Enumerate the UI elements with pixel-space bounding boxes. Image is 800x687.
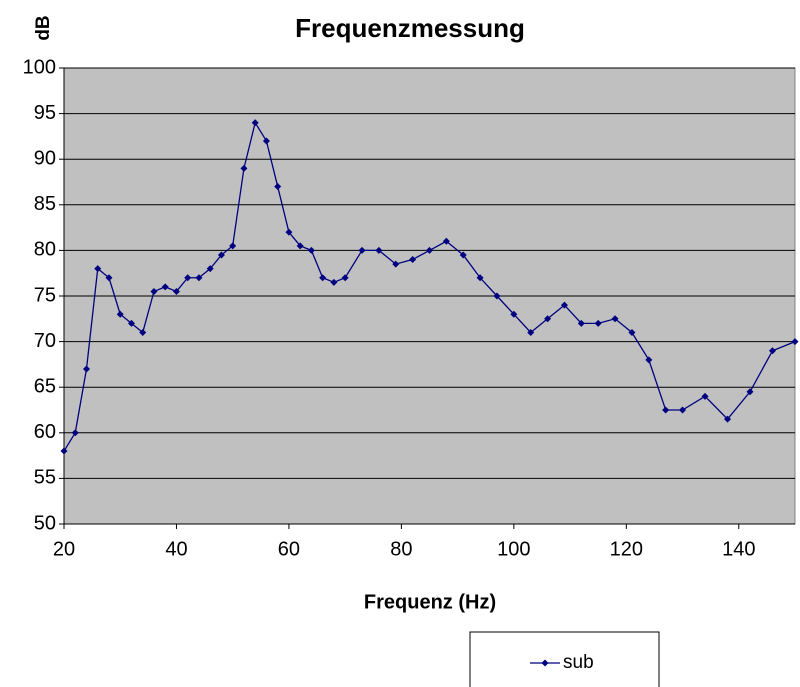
data-point bbox=[206, 265, 214, 273]
data-point bbox=[544, 315, 552, 323]
y-tick-label: 50 bbox=[34, 512, 56, 534]
data-point bbox=[611, 315, 619, 323]
data-point bbox=[628, 328, 636, 336]
chart-title: Frequenzmessung bbox=[295, 13, 525, 43]
x-tick-label: 20 bbox=[53, 538, 75, 560]
data-point bbox=[493, 292, 501, 300]
data-point bbox=[476, 274, 484, 282]
data-point bbox=[172, 287, 180, 295]
data-point bbox=[701, 392, 709, 400]
data-point bbox=[161, 283, 169, 291]
data-point bbox=[251, 119, 259, 127]
x-tick-label: 120 bbox=[610, 538, 643, 560]
data-point bbox=[662, 406, 670, 414]
data-point bbox=[791, 338, 799, 346]
data-point bbox=[307, 246, 315, 254]
data-point bbox=[71, 429, 79, 437]
legend-marker bbox=[541, 659, 549, 667]
y-tick-label: 80 bbox=[34, 239, 56, 261]
data-point bbox=[409, 256, 417, 264]
data-point bbox=[116, 310, 124, 318]
data-point bbox=[150, 287, 158, 295]
y-tick-label: 95 bbox=[34, 102, 56, 124]
y-axis-label: dB bbox=[33, 15, 54, 40]
data-point bbox=[82, 365, 90, 373]
data-point bbox=[746, 388, 754, 396]
data-point bbox=[442, 237, 450, 245]
x-tick-label: 140 bbox=[722, 538, 755, 560]
x-axis-label: Frequenz (Hz) bbox=[364, 591, 496, 613]
y-tick-label: 75 bbox=[34, 284, 56, 306]
data-point bbox=[330, 278, 338, 286]
data-point bbox=[341, 274, 349, 282]
data-point bbox=[296, 242, 304, 250]
data-point bbox=[594, 319, 602, 327]
x-tick-label: 80 bbox=[390, 538, 412, 560]
data-point bbox=[358, 246, 366, 254]
data-point bbox=[527, 328, 535, 336]
data-point bbox=[195, 274, 203, 282]
data-point bbox=[645, 356, 653, 364]
data-point bbox=[510, 310, 518, 318]
data-point bbox=[392, 260, 400, 268]
data-point bbox=[679, 406, 687, 414]
data-point bbox=[285, 228, 293, 236]
y-tick-label: 70 bbox=[34, 330, 56, 352]
data-point bbox=[769, 347, 777, 355]
data-point bbox=[577, 319, 585, 327]
y-tick-label: 90 bbox=[34, 147, 56, 169]
x-tick-label: 100 bbox=[497, 538, 530, 560]
data-point bbox=[139, 328, 147, 336]
x-tick-label: 40 bbox=[165, 538, 187, 560]
data-point bbox=[217, 251, 225, 259]
data-point bbox=[560, 301, 568, 309]
y-tick-label: 85 bbox=[34, 193, 56, 215]
data-point bbox=[240, 164, 248, 172]
data-point bbox=[94, 265, 102, 273]
data-point bbox=[262, 137, 270, 145]
data-point bbox=[184, 274, 192, 282]
data-point bbox=[229, 242, 237, 250]
y-tick-label: 65 bbox=[34, 375, 56, 397]
data-point bbox=[724, 415, 732, 423]
data-point bbox=[375, 246, 383, 254]
data-point bbox=[319, 274, 327, 282]
data-point bbox=[459, 251, 467, 259]
data-point bbox=[274, 183, 282, 191]
data-point bbox=[426, 246, 433, 254]
data-point bbox=[105, 274, 113, 282]
x-tick-label: 60 bbox=[278, 538, 300, 560]
y-tick-label: 55 bbox=[34, 467, 56, 489]
y-tick-label: 100 bbox=[23, 56, 56, 78]
data-point bbox=[127, 319, 135, 327]
legend-box bbox=[469, 631, 660, 687]
y-tick-label: 60 bbox=[34, 421, 56, 443]
legend-label: sub bbox=[563, 652, 594, 673]
data-point bbox=[60, 447, 68, 455]
